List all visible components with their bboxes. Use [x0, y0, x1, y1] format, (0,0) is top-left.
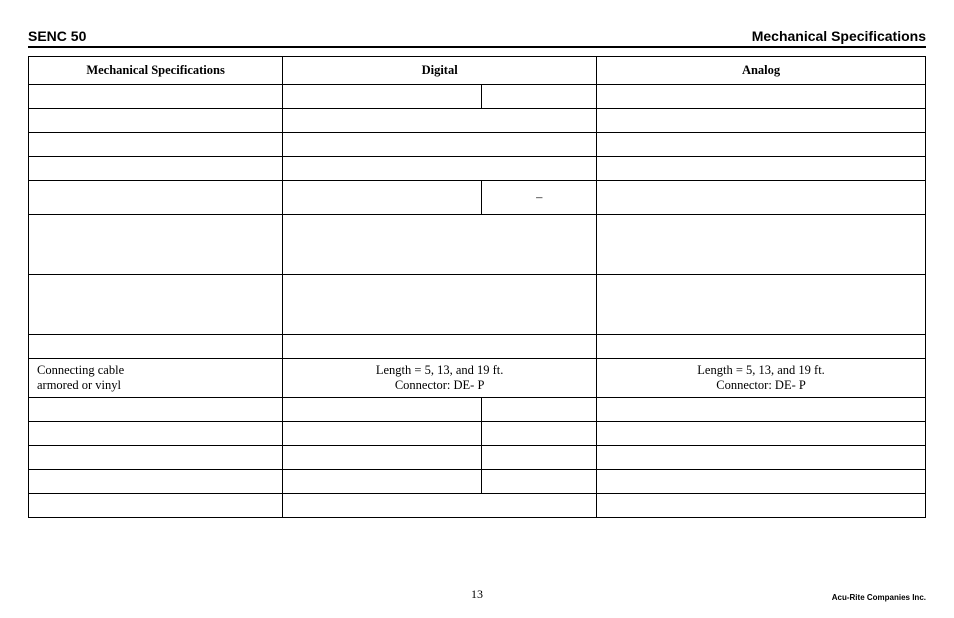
cell-digital-1 — [283, 422, 482, 446]
cell-label — [29, 275, 283, 335]
table-row — [29, 133, 926, 157]
table-row — [29, 85, 926, 109]
table-row — [29, 335, 926, 359]
col-header-digital: Digital — [283, 57, 597, 85]
cell-digital-2 — [482, 470, 597, 494]
table-row — [29, 157, 926, 181]
cell-label — [29, 398, 283, 422]
cell-analog — [597, 215, 926, 275]
cell-analog: Length = 5, 13, and 19 ft.Connector: DE-… — [597, 359, 926, 398]
cell-digital — [283, 275, 597, 335]
cell-digital-2: – — [482, 181, 597, 215]
cell-label — [29, 494, 283, 518]
cell-digital-1 — [283, 446, 482, 470]
table-row — [29, 446, 926, 470]
cell-digital — [283, 109, 597, 133]
cell-digital-1 — [283, 398, 482, 422]
spec-table: Mechanical Specifications Digital Analog… — [28, 56, 926, 518]
header-right-title: Mechanical Specifications — [752, 28, 926, 44]
cell-analog — [597, 398, 926, 422]
col-header-analog: Analog — [597, 57, 926, 85]
table-body: –Connecting cablearmored or vinylLength … — [29, 85, 926, 518]
cell-label — [29, 446, 283, 470]
col-header-label: Mechanical Specifications — [29, 57, 283, 85]
cell-label — [29, 157, 283, 181]
cell-digital — [283, 215, 597, 275]
table-row — [29, 470, 926, 494]
cell-analog — [597, 157, 926, 181]
footer-company: Acu-Rite Companies Inc. — [832, 593, 926, 602]
cell-analog — [597, 446, 926, 470]
cell-label — [29, 85, 283, 109]
page-footer: 13 — [0, 587, 954, 602]
cell-label — [29, 422, 283, 446]
cell-analog — [597, 85, 926, 109]
cell-digital-2 — [482, 398, 597, 422]
cell-digital: Length = 5, 13, and 19 ft.Connector: DE-… — [283, 359, 597, 398]
cell-digital — [283, 133, 597, 157]
cell-label — [29, 109, 283, 133]
table-row — [29, 215, 926, 275]
header-left-title: SENC 50 — [28, 28, 86, 44]
table-row — [29, 422, 926, 446]
table-row — [29, 275, 926, 335]
cell-digital-2 — [482, 446, 597, 470]
cell-label — [29, 215, 283, 275]
page-number: 13 — [471, 587, 483, 602]
table-row: Connecting cablearmored or vinylLength =… — [29, 359, 926, 398]
cell-analog — [597, 335, 926, 359]
cell-digital-1 — [283, 85, 482, 109]
cell-analog — [597, 181, 926, 215]
cell-digital-2 — [482, 85, 597, 109]
cell-label: Connecting cablearmored or vinyl — [29, 359, 283, 398]
table-row: – — [29, 181, 926, 215]
cell-label — [29, 181, 283, 215]
table-header-row: Mechanical Specifications Digital Analog — [29, 57, 926, 85]
cell-digital-1 — [283, 181, 482, 215]
table-row — [29, 494, 926, 518]
cell-label — [29, 470, 283, 494]
cell-analog — [597, 422, 926, 446]
cell-analog — [597, 275, 926, 335]
cell-digital — [283, 494, 597, 518]
table-row — [29, 109, 926, 133]
cell-analog — [597, 109, 926, 133]
cell-digital — [283, 335, 597, 359]
cell-digital — [283, 157, 597, 181]
cell-digital-1 — [283, 470, 482, 494]
cell-analog — [597, 133, 926, 157]
cell-label — [29, 133, 283, 157]
cell-analog — [597, 494, 926, 518]
table-row — [29, 398, 926, 422]
page-header: SENC 50 Mechanical Specifications — [28, 28, 926, 48]
cell-analog — [597, 470, 926, 494]
page: SENC 50 Mechanical Specifications Mechan… — [0, 0, 954, 618]
cell-label — [29, 335, 283, 359]
cell-digital-2 — [482, 422, 597, 446]
